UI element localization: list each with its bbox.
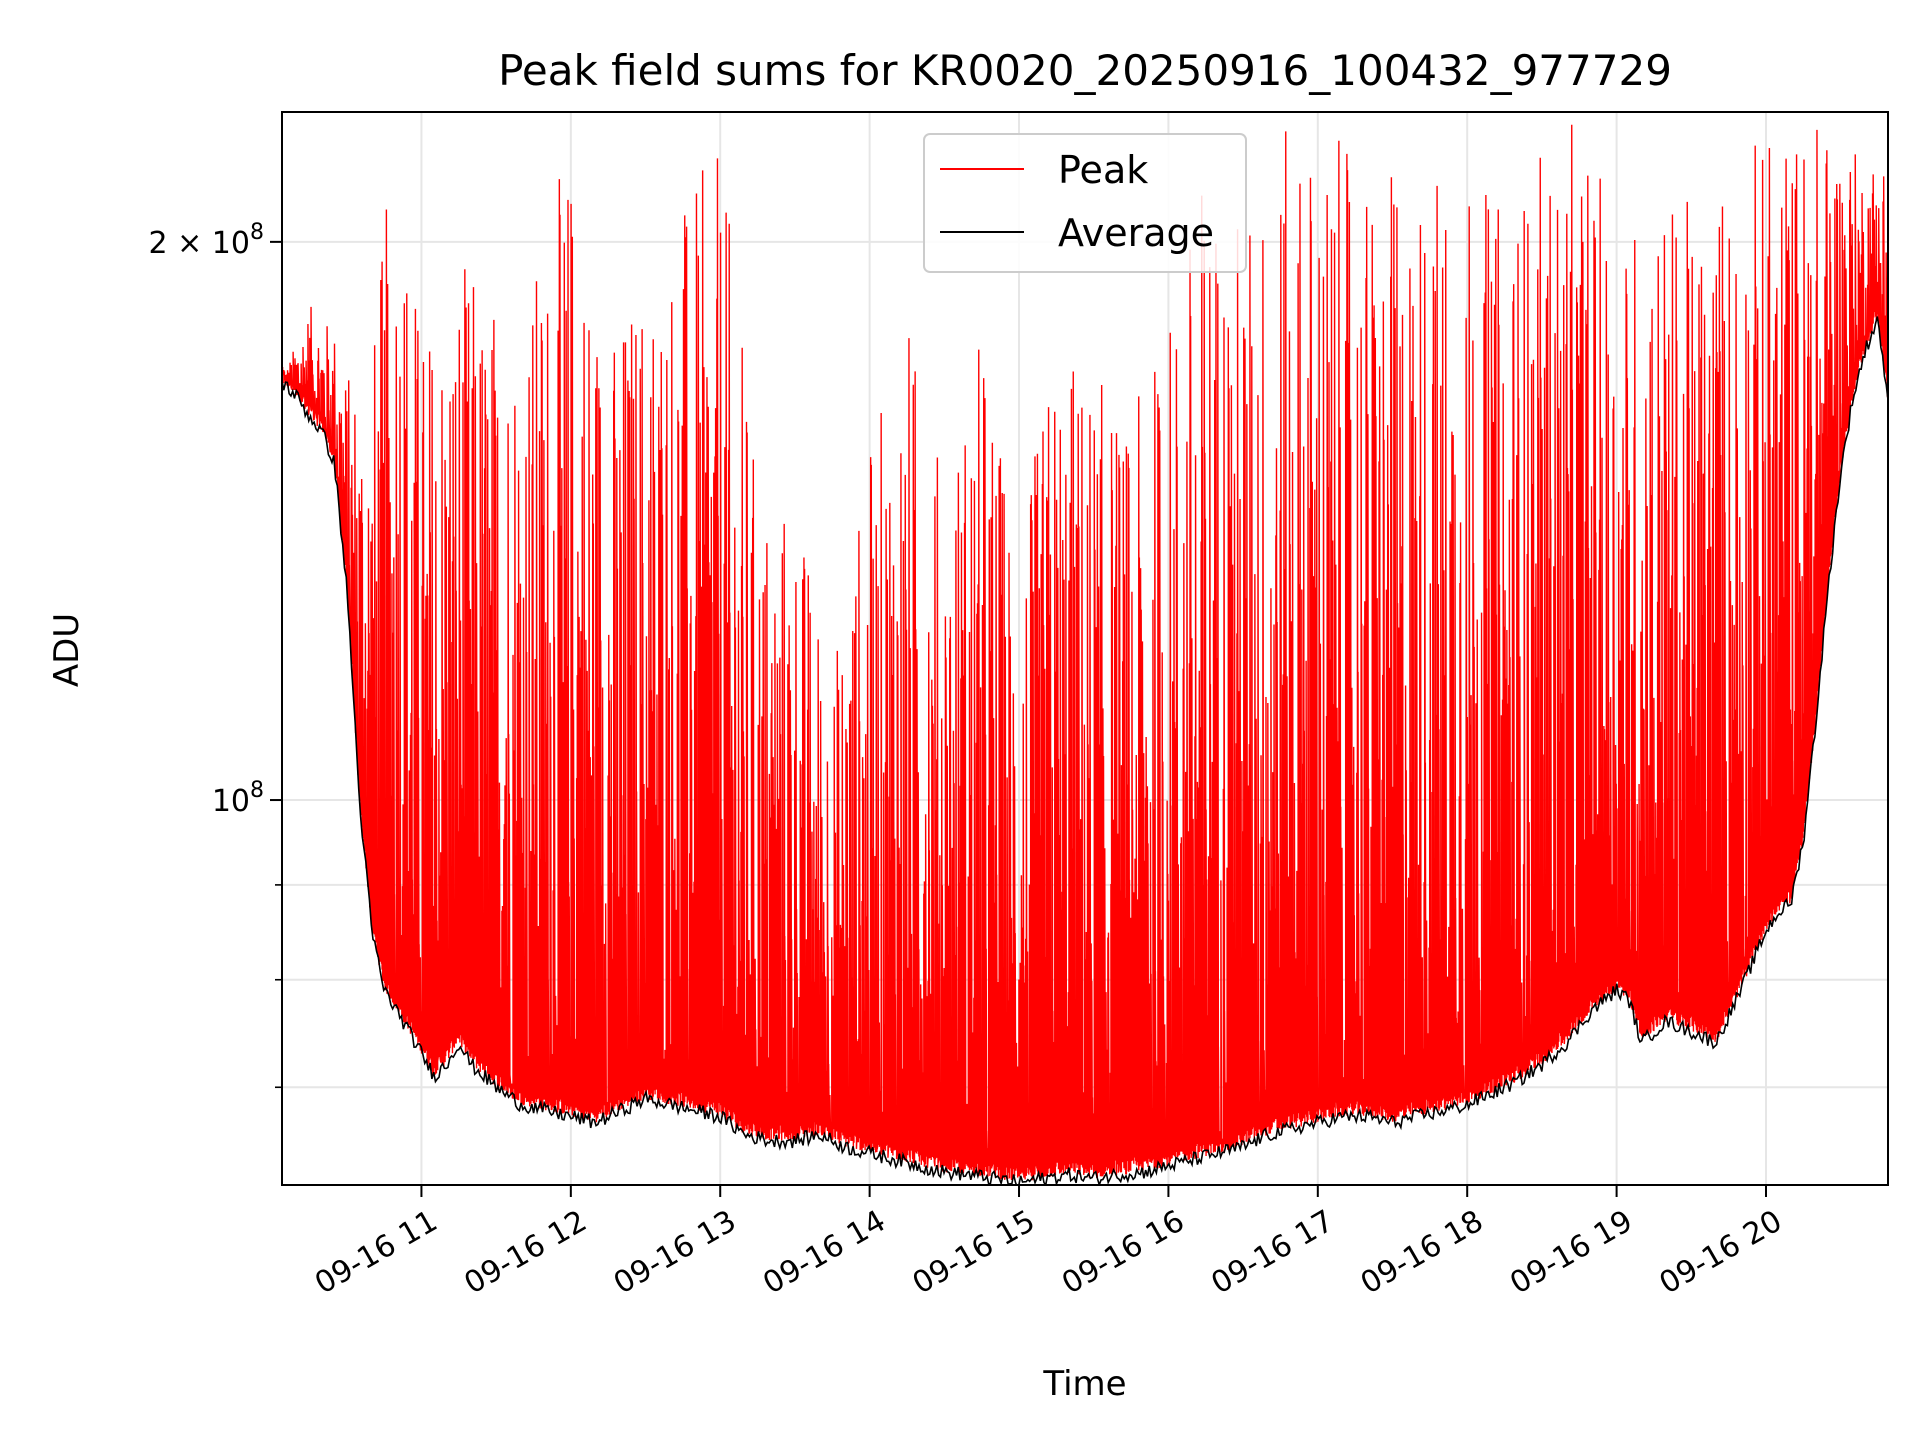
x-axis-label: Time	[1042, 1364, 1126, 1404]
series-average	[282, 316, 1888, 1185]
y-tick-label: 2 × 108	[149, 220, 264, 261]
chart-title: Peak field sums for KR0020_20250916_1004…	[498, 46, 1672, 95]
series-peak	[282, 124, 1888, 1181]
peak-line	[282, 124, 1888, 1181]
y-tick-label: 108	[212, 778, 264, 819]
legend-label-average: Average	[1058, 211, 1214, 255]
average-line	[282, 316, 1888, 1185]
series-layer	[282, 124, 1888, 1185]
legend: Peak Average	[923, 133, 1247, 273]
y-axis: 108 2 × 108	[149, 220, 282, 1089]
legend-label-peak: Peak	[1058, 148, 1148, 192]
plot-frame	[281, 111, 1889, 1186]
y-axis-label: ADU	[47, 613, 87, 687]
